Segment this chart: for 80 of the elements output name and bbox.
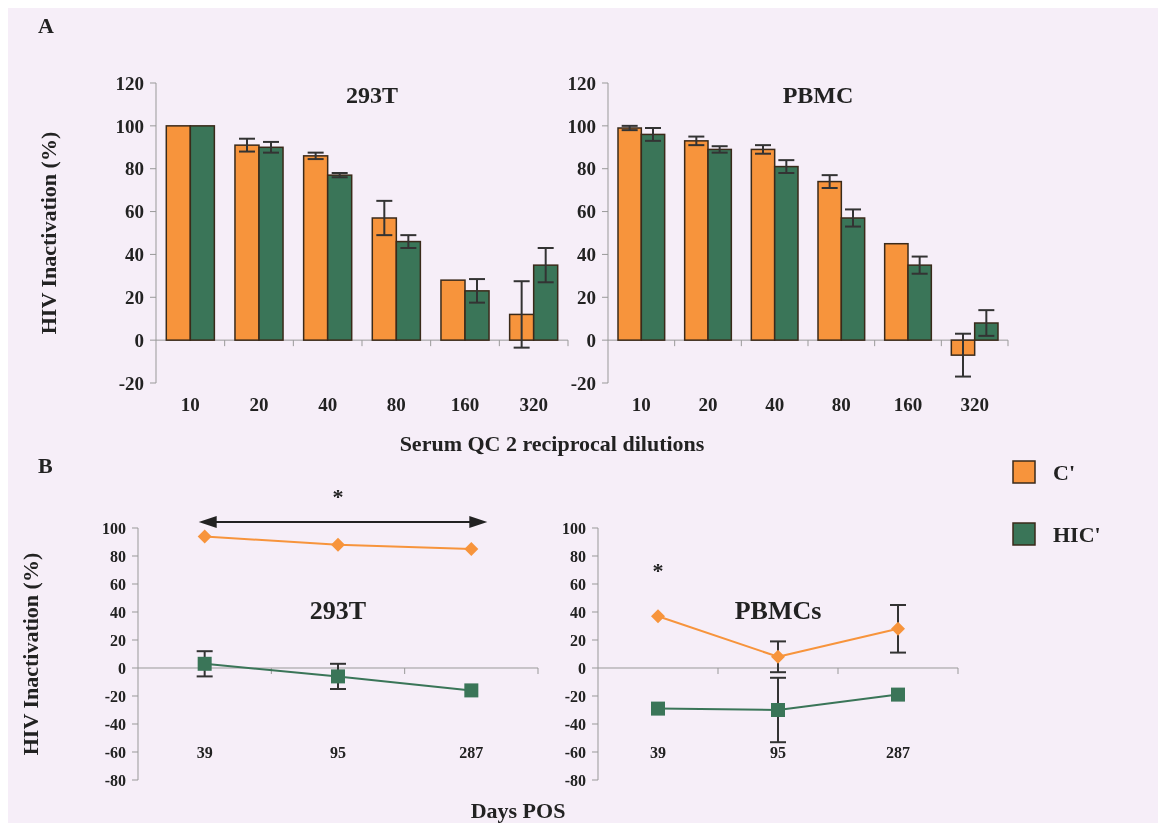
y-axis-title: HIV Inactivation (%) — [36, 131, 61, 335]
y-tick-label: 40 — [570, 603, 586, 621]
text: * — [332, 484, 344, 509]
y-tick-label: 120 — [567, 72, 596, 94]
y-tick-label: 100 — [102, 519, 126, 537]
y-tick-label: 0 — [118, 659, 126, 677]
x-axis-title: Serum QC 2 reciprocal dilutions — [399, 431, 705, 456]
x-tick-label: 160 — [893, 394, 923, 415]
point — [331, 537, 345, 552]
chart-title: 293T — [345, 82, 399, 108]
point — [331, 669, 345, 684]
y-tick-label: -20 — [104, 687, 126, 705]
x-tick-label: 39 — [196, 744, 213, 761]
x-tick-label: 40 — [765, 394, 785, 415]
legend-label: HIC' — [1053, 521, 1101, 547]
y-tick-label: -40 — [564, 715, 586, 733]
text: 293T — [309, 596, 367, 625]
y-tick-label: 60 — [110, 575, 126, 593]
y-tick-label: 120 — [115, 72, 144, 94]
y-tick-label: 40 — [125, 244, 144, 266]
x-tick-label: 20 — [249, 394, 269, 415]
chart-title: PBMC — [782, 82, 854, 108]
y-tick-label: 80 — [110, 547, 126, 565]
y-tick-label: 0 — [578, 659, 586, 677]
y-tick-label: -80 — [104, 771, 126, 789]
x-tick-label: 320 — [519, 394, 548, 415]
point — [771, 649, 785, 664]
text: PBMCs — [734, 596, 822, 625]
point — [651, 701, 665, 716]
y-tick-label: -80 — [564, 771, 586, 789]
y-tick-label: 0 — [134, 329, 144, 351]
x-tick-label: 95 — [770, 744, 786, 761]
y-tick-label: 100 — [567, 115, 596, 137]
y-tick-label: -40 — [104, 715, 126, 733]
annotation: * — [652, 558, 664, 583]
y-tick-label: 60 — [125, 201, 144, 223]
y-tick-label: -20 — [570, 372, 596, 394]
y-tick-label: 40 — [577, 244, 596, 266]
text: B — [38, 453, 53, 478]
y-tick-label: 60 — [570, 575, 586, 593]
point — [464, 683, 479, 698]
y-tick-label: 100 — [115, 115, 144, 137]
x-tick-label: 287 — [459, 744, 484, 761]
y-tick-label: -20 — [118, 372, 144, 394]
y-tick-label: -20 — [564, 687, 586, 705]
x-tick-label: 80 — [386, 394, 406, 415]
point — [197, 529, 212, 544]
x-tick-label: 320 — [960, 394, 989, 415]
point — [891, 621, 905, 636]
point — [464, 542, 479, 556]
x-tick-label: 287 — [886, 744, 910, 761]
point — [197, 656, 212, 671]
y-tick-label: 40 — [110, 603, 126, 621]
y-tick-label: 100 — [562, 519, 586, 537]
point — [891, 687, 905, 702]
y-tick-label: -60 — [564, 743, 586, 761]
x-tick-label: 10 — [631, 394, 651, 415]
point — [771, 703, 785, 717]
y-tick-label: 80 — [125, 158, 144, 180]
y-tick-label: -60 — [104, 743, 126, 761]
legend-label: C' — [1053, 459, 1075, 485]
x-tick-label: 10 — [180, 394, 200, 415]
y-tick-label: 20 — [125, 286, 144, 308]
y-tick-label: 80 — [577, 158, 596, 180]
x-tick-label: 20 — [698, 394, 718, 415]
x-axis-title: Days POS — [470, 798, 566, 823]
x-tick-label: 40 — [318, 394, 338, 415]
x-tick-label: 39 — [650, 744, 666, 761]
text: A — [38, 13, 54, 38]
y-tick-label: 0 — [586, 329, 596, 351]
x-tick-label: 160 — [450, 394, 480, 415]
y-tick-label: 60 — [577, 201, 596, 223]
y-tick-label: 80 — [570, 547, 586, 565]
y-axis-title: HIV Inactivation (%) — [18, 552, 43, 756]
y-tick-label: 20 — [570, 631, 586, 649]
point — [651, 609, 665, 624]
y-tick-label: 20 — [577, 286, 596, 308]
x-tick-label: 95 — [330, 744, 346, 761]
y-tick-label: 20 — [110, 631, 126, 649]
x-tick-label: 80 — [831, 394, 851, 415]
